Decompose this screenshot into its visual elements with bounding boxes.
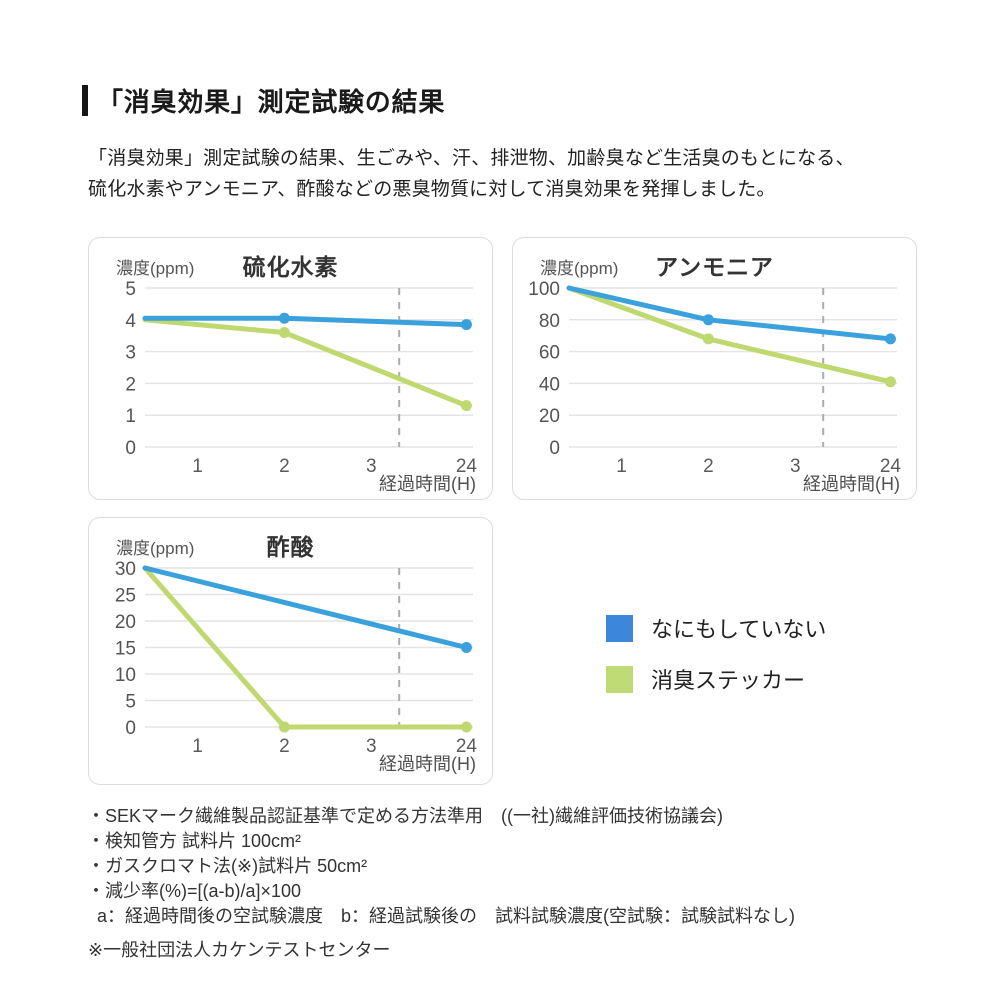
chart-title: アンモニア bbox=[655, 254, 774, 280]
svg-text:5: 5 bbox=[125, 280, 136, 300]
y-axis-unit-label: 濃度(ppm) bbox=[116, 259, 195, 278]
svg-text:1: 1 bbox=[616, 456, 627, 476]
x-axis-label: 経過時間(H) bbox=[803, 474, 900, 494]
svg-text:1: 1 bbox=[192, 736, 203, 756]
chart-title: 酢酸 bbox=[266, 534, 315, 560]
legend-label: なにもしていない bbox=[651, 617, 827, 642]
x-axis-label: 経過時間(H) bbox=[379, 754, 476, 774]
svg-text:1: 1 bbox=[125, 406, 136, 427]
line-chart-svg: 100 80 60 40 20 0 1 2 3 24 bbox=[528, 280, 902, 476]
svg-text:0: 0 bbox=[125, 718, 136, 739]
footnote-item: ・SEKマーク繊維製品認証基準で定める方法準用 ((一社)繊維評価技術協議会) bbox=[87, 806, 723, 826]
svg-text:100: 100 bbox=[528, 280, 560, 300]
svg-text:2: 2 bbox=[279, 736, 290, 756]
lead-line-2: 硫化水素やアンモニア、酢酸などの悪臭物質に対して消臭効果を発揮しました。 bbox=[88, 179, 776, 200]
svg-text:3: 3 bbox=[366, 456, 377, 476]
title-accent-bar bbox=[82, 85, 88, 116]
x-axis-label: 経過時間(H) bbox=[379, 474, 476, 494]
svg-text:24: 24 bbox=[456, 736, 478, 756]
svg-text:2: 2 bbox=[703, 456, 714, 476]
svg-text:40: 40 bbox=[539, 374, 560, 395]
svg-text:60: 60 bbox=[539, 343, 560, 364]
svg-text:15: 15 bbox=[115, 639, 136, 660]
svg-text:5: 5 bbox=[125, 692, 136, 713]
svg-text:0: 0 bbox=[549, 438, 560, 459]
footnote-item: ・検知管方 試料片 100cm² bbox=[87, 831, 302, 851]
page-title: 「消臭効果」測定試験の結果 bbox=[97, 87, 446, 117]
svg-text:80: 80 bbox=[539, 311, 560, 332]
footnotes: ・SEKマーク繊維製品認証基準で定める方法準用 ((一社)繊維評価技術協議会) … bbox=[87, 804, 795, 929]
legend-label: 消臭ステッカー bbox=[651, 668, 806, 693]
lead-paragraph: 「消臭効果」測定試験の結果、生ごみや、汗、排泄物、加齢臭など生活臭のもとになる、… bbox=[88, 143, 855, 205]
svg-text:1: 1 bbox=[192, 456, 203, 476]
chart-header: 濃度(ppm) 酢酸 bbox=[101, 526, 480, 560]
footnote-item: ・ガスクロマト法(※)試料片 50cm² bbox=[87, 856, 368, 876]
legend-item-deodorant-sticker: 消臭ステッカー bbox=[606, 663, 826, 695]
svg-text:10: 10 bbox=[115, 665, 136, 686]
chart-panel-hydrogen-sulfide: 濃度(ppm) 硫化水素 5 4 3 2 1 0 1 2 3 24 経過時間(H) bbox=[88, 237, 493, 500]
svg-text:24: 24 bbox=[456, 456, 478, 476]
line-chart-svg: 30 25 20 15 10 5 0 1 2 3 24 bbox=[115, 560, 478, 756]
asterisk-note: ※一般社団法人カケンテストセンター bbox=[88, 940, 391, 960]
footnote-item: a：経過時間後の空試験濃度 b：経過試験後の 試料試験濃度(空試験：試験試料なし… bbox=[97, 906, 796, 926]
chart-header: 濃度(ppm) 硫化水素 bbox=[101, 246, 480, 280]
chart-panel-ammonia: 濃度(ppm) アンモニア 100 80 60 40 20 0 1 2 3 24 経過時間(H) bbox=[512, 237, 917, 500]
svg-text:20: 20 bbox=[539, 406, 560, 427]
legend-swatch-green bbox=[606, 665, 633, 693]
svg-text:25: 25 bbox=[115, 586, 136, 607]
svg-text:3: 3 bbox=[790, 456, 801, 476]
line-chart-svg: 5 4 3 2 1 0 1 2 3 24 bbox=[125, 280, 478, 476]
page-header: 「消臭効果」測定試験の結果 bbox=[82, 82, 445, 119]
y-axis-unit-label: 濃度(ppm) bbox=[116, 539, 195, 558]
chart-title: 硫化水素 bbox=[242, 254, 339, 280]
svg-text:3: 3 bbox=[125, 343, 136, 364]
svg-text:20: 20 bbox=[115, 612, 136, 633]
chart-panel-acetic-acid: 濃度(ppm) 酢酸 30 25 20 15 10 5 0 1 2 3 24 経過時間(H) bbox=[88, 517, 493, 785]
svg-text:0: 0 bbox=[125, 438, 136, 459]
svg-text:4: 4 bbox=[125, 311, 136, 332]
legend-swatch-blue bbox=[606, 614, 633, 642]
footnote-item: ・減少率(%)=[(a-b)/a]×100 bbox=[87, 881, 302, 901]
svg-text:30: 30 bbox=[115, 560, 136, 580]
svg-text:24: 24 bbox=[880, 456, 902, 476]
chart-legend: なにもしていない 消臭ステッカー bbox=[606, 612, 826, 714]
chart-header: 濃度(ppm) アンモニア bbox=[525, 246, 904, 280]
y-axis-unit-label: 濃度(ppm) bbox=[540, 259, 619, 278]
svg-text:2: 2 bbox=[125, 374, 136, 395]
svg-text:3: 3 bbox=[366, 736, 377, 756]
legend-item-untreated: なにもしていない bbox=[606, 612, 826, 644]
svg-text:2: 2 bbox=[279, 456, 290, 476]
lead-line-1: 「消臭効果」測定試験の結果、生ごみや、汗、排泄物、加齢臭など生活臭のもとになる、 bbox=[88, 148, 855, 169]
